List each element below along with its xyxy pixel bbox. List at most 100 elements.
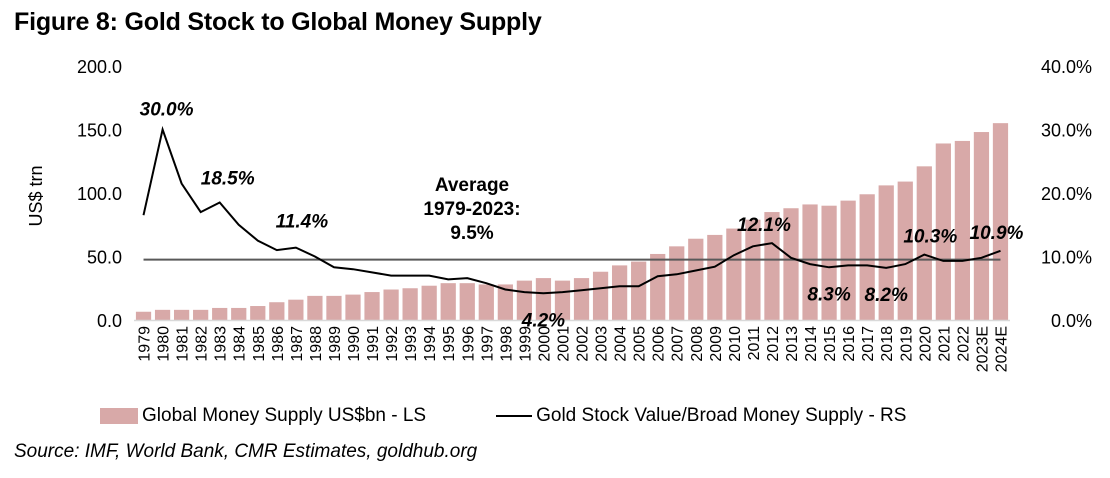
data-label: 30.0% bbox=[140, 100, 194, 121]
bar bbox=[269, 302, 285, 320]
x-tick: 2022 bbox=[955, 326, 972, 362]
bar bbox=[421, 285, 437, 320]
x-tick: 2014 bbox=[803, 326, 820, 362]
y-tick-right: 40.0% bbox=[1041, 57, 1092, 77]
y-tick-left: 0.0 bbox=[97, 311, 122, 331]
x-tick: 2004 bbox=[613, 326, 630, 362]
x-tick: 1994 bbox=[422, 326, 439, 362]
bar bbox=[973, 132, 990, 320]
source-note: Source: IMF, World Bank, CMR Estimates, … bbox=[14, 441, 478, 462]
bar bbox=[688, 238, 704, 320]
x-tick: 1999 bbox=[517, 326, 534, 362]
x-tick: 2017 bbox=[860, 326, 877, 362]
x-tick: 1993 bbox=[403, 326, 420, 362]
data-label: 18.5% bbox=[201, 169, 255, 190]
bar bbox=[592, 271, 609, 320]
bar bbox=[154, 309, 171, 320]
y-tick-right: 20.0% bbox=[1041, 184, 1092, 204]
bar bbox=[573, 278, 590, 320]
x-tick: 1997 bbox=[479, 326, 496, 362]
bar bbox=[669, 246, 685, 320]
x-tick: 1980 bbox=[156, 326, 173, 362]
y-tick-right: 30.0% bbox=[1041, 121, 1092, 141]
x-tick: 2007 bbox=[670, 326, 687, 362]
x-tick: 1986 bbox=[270, 326, 287, 362]
bar bbox=[631, 261, 647, 320]
legend-bar-swatch bbox=[100, 408, 138, 424]
annotations: 30.0% 18.5% 11.4% 4.2% 12.1% 8.3% 8.2% 10.3% 10.… bbox=[140, 100, 1024, 332]
bar bbox=[650, 253, 666, 320]
x-tick: 1989 bbox=[327, 326, 344, 362]
average-label-line: Average bbox=[435, 175, 509, 196]
legend: Global Money Supply US$bn - LS Gold Stoc… bbox=[100, 405, 906, 427]
average-label: Average 1979-2023: 9.5% bbox=[423, 175, 520, 244]
x-tick: 1979 bbox=[137, 326, 154, 362]
bar bbox=[212, 307, 228, 320]
x-tick: 2006 bbox=[651, 326, 668, 362]
bar bbox=[497, 284, 513, 320]
x-tick: 2010 bbox=[727, 326, 744, 362]
bar bbox=[364, 292, 380, 320]
x-axis: 1979 1980 1981 1982 1983 1984 1985 1986 1987 1988… bbox=[137, 326, 1011, 372]
x-tick: 2015 bbox=[822, 326, 839, 362]
legend-line-swatch bbox=[496, 415, 533, 417]
x-tick: 2013 bbox=[784, 326, 801, 362]
bar bbox=[916, 166, 932, 320]
bar bbox=[135, 311, 152, 320]
x-tick: 2003 bbox=[594, 326, 611, 362]
x-tick: 1990 bbox=[346, 326, 363, 362]
data-label: 11.4% bbox=[276, 212, 329, 233]
x-tick: 2020 bbox=[917, 326, 934, 362]
x-tick: 1985 bbox=[251, 326, 268, 362]
x-tick: 1981 bbox=[175, 326, 192, 362]
x-tick: 1991 bbox=[365, 326, 382, 362]
y-tick-left: 150.0 bbox=[77, 121, 122, 141]
x-tick: 1996 bbox=[460, 326, 477, 362]
x-tick: 1983 bbox=[213, 326, 230, 362]
x-tick: 2019 bbox=[898, 326, 915, 362]
bar bbox=[935, 143, 951, 320]
bar bbox=[783, 208, 799, 320]
y-axis-right: 0.0% 10.0% 20.0% 30.0% 40.0% bbox=[1041, 57, 1092, 331]
x-tick: 2012 bbox=[765, 326, 782, 362]
x-tick: 2002 bbox=[575, 326, 592, 362]
bar bbox=[992, 123, 1009, 321]
x-tick: 1995 bbox=[441, 326, 458, 362]
bar bbox=[516, 280, 533, 320]
x-tick: 2011 bbox=[746, 326, 763, 361]
bar bbox=[193, 309, 209, 320]
bar bbox=[878, 185, 894, 320]
y-tick-right: 0.0% bbox=[1051, 311, 1092, 331]
bar bbox=[707, 234, 723, 320]
x-tick: 1982 bbox=[194, 326, 211, 362]
y-tick-left: 50.0 bbox=[87, 248, 122, 268]
x-tick: 1984 bbox=[232, 326, 249, 362]
data-label: 12.1% bbox=[737, 215, 791, 236]
bar bbox=[307, 295, 323, 320]
average-label-line: 1979-2023: bbox=[423, 199, 520, 220]
x-tick: 2008 bbox=[689, 326, 706, 362]
bar bbox=[326, 295, 342, 320]
x-tick: 2016 bbox=[841, 326, 858, 362]
x-tick: 1998 bbox=[498, 326, 515, 362]
bar bbox=[459, 283, 475, 320]
x-tick: 1988 bbox=[308, 326, 325, 362]
bar bbox=[478, 284, 494, 320]
bar bbox=[402, 288, 418, 320]
ratio-line-series bbox=[142, 125, 1001, 295]
bar bbox=[821, 205, 837, 320]
bar bbox=[383, 289, 399, 320]
x-tick: 2001 bbox=[555, 326, 572, 362]
x-tick: 2005 bbox=[632, 326, 649, 362]
average-label-line: 9.5% bbox=[450, 223, 493, 244]
bar bbox=[535, 278, 552, 320]
data-label: 4.2% bbox=[521, 310, 565, 331]
bar bbox=[345, 294, 361, 320]
bar bbox=[897, 181, 913, 320]
x-tick: 2024E bbox=[993, 326, 1010, 372]
bar bbox=[802, 204, 818, 320]
bar bbox=[288, 299, 304, 320]
y-axis-left: 0.0 50.0 100.0 150.0 200.0 bbox=[77, 57, 122, 331]
y-tick-right: 10.0% bbox=[1041, 248, 1092, 268]
